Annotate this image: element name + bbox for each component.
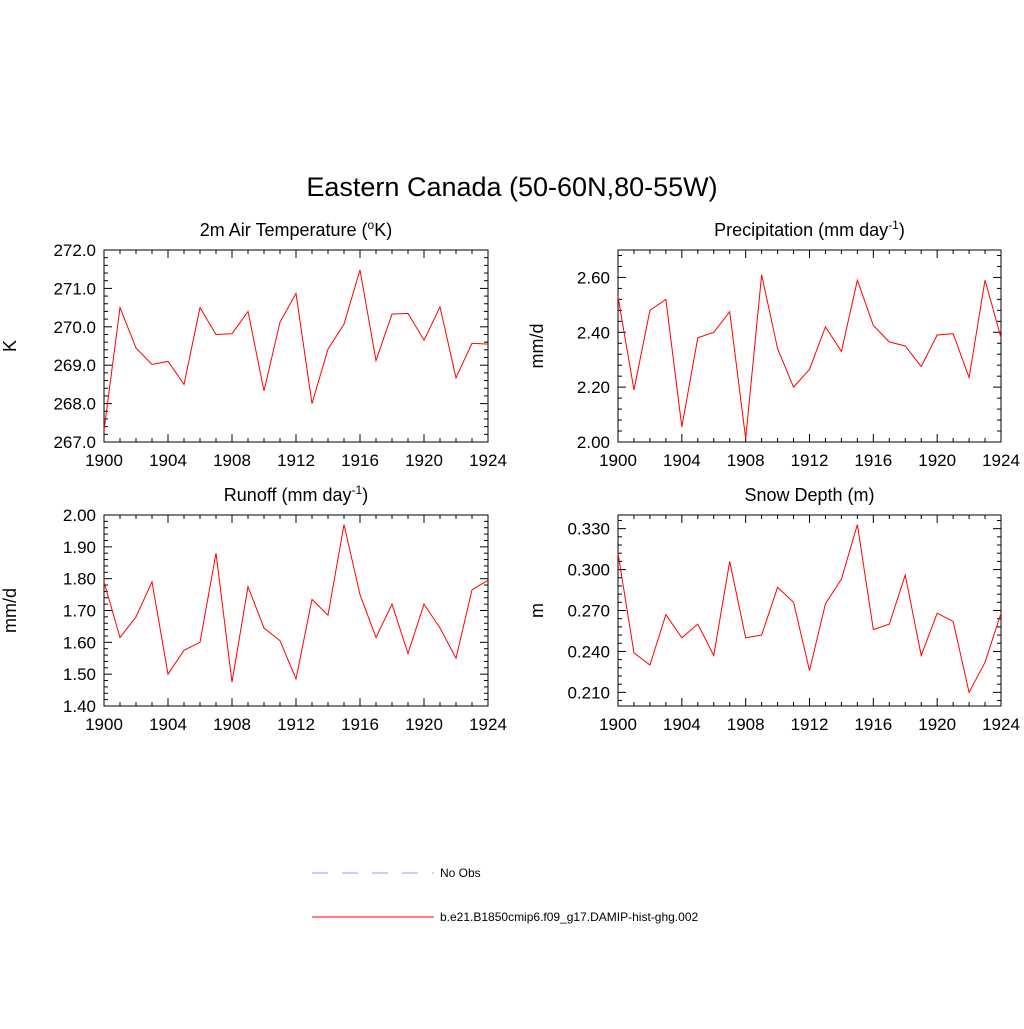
y-tick-label: 2.00 — [577, 433, 610, 452]
x-tick-label: 1900 — [599, 451, 637, 470]
x-tick-label: 1920 — [918, 451, 956, 470]
x-tick-label: 1920 — [918, 715, 956, 734]
figure-title: Eastern Canada (50-60N,80-55W) — [306, 172, 717, 202]
x-tick-label: 1900 — [85, 715, 123, 734]
x-tick-label: 1912 — [277, 451, 315, 470]
x-tick-label: 1904 — [663, 451, 701, 470]
legend-label: No Obs — [440, 866, 481, 880]
x-tick-label: 1924 — [469, 451, 507, 470]
chart-panels: 2m Air Temperature (oK) K 1900 1904 1908 1912… — [0, 218, 1020, 734]
panel-title-main: Snow Depth (m) — [744, 485, 874, 505]
plot-frame — [103, 249, 489, 443]
x-tick-label: 1920 — [405, 715, 443, 734]
series-line — [617, 524, 1002, 694]
y-tick-label: 1.70 — [63, 602, 96, 621]
series-line — [103, 269, 489, 431]
x-tick-label: 1904 — [149, 451, 187, 470]
y-axis-label: m — [527, 603, 547, 618]
series-line — [103, 524, 489, 683]
x-tick-label: 1916 — [854, 451, 892, 470]
legend-item: No Obs — [312, 866, 481, 880]
y-tick-label: 1.80 — [63, 570, 96, 589]
y-tick-label: 0.210 — [567, 683, 610, 702]
x-tick-label: 1904 — [663, 715, 701, 734]
legend-item: b.e21.B1850cmip6.f09_g17.DAMIP-hist-ghg.… — [312, 910, 698, 924]
legend-label: b.e21.B1850cmip6.f09_g17.DAMIP-hist-ghg.… — [440, 910, 698, 924]
plot-frame — [617, 514, 1002, 707]
y-tick-label: 0.300 — [567, 561, 610, 580]
panel-title-main: Runoff (mm day — [224, 485, 352, 505]
y-tick-label: 2.20 — [577, 378, 610, 397]
x-tick-label: 1900 — [85, 451, 123, 470]
x-tick-label: 1924 — [982, 451, 1020, 470]
x-tick-label: 1916 — [854, 715, 892, 734]
panel-temperature: 2m Air Temperature (oK) K 1900 1904 1908 1912… — [0, 218, 507, 470]
y-tick-label: 2.60 — [577, 268, 610, 287]
x-tick-label: 1916 — [341, 451, 379, 470]
x-tick-label: 1900 — [599, 715, 637, 734]
panel-title: Runoff (mm day-1) — [224, 483, 368, 505]
panel-title-superscript: o — [368, 218, 375, 232]
panel-runoff: Runoff (mm day-1) mm/d 1900 1904 1908 1912 191… — [0, 483, 507, 734]
y-tick-label: 272.0 — [53, 241, 96, 260]
y-tick-label: 269.0 — [53, 356, 96, 375]
y-axis-label: K — [0, 340, 20, 352]
panel-snow-depth: Snow Depth (m) m 1900 1904 1908 1912 1916 1920 1… — [527, 485, 1020, 734]
x-tick-label: 1908 — [213, 715, 251, 734]
y-tick-label: 1.90 — [63, 538, 96, 557]
x-tick-label: 1924 — [469, 715, 507, 734]
y-tick-label: 2.00 — [63, 506, 96, 525]
panel-title-tail: ) — [362, 485, 368, 505]
x-tick-label: 1916 — [341, 715, 379, 734]
y-tick-label: 270.0 — [53, 318, 96, 337]
y-tick-label: 1.40 — [63, 697, 96, 716]
y-tick-label: 1.50 — [63, 665, 96, 684]
x-tick-label: 1924 — [982, 715, 1020, 734]
x-tick-label: 1912 — [277, 715, 315, 734]
y-tick-label: 267.0 — [53, 433, 96, 452]
panel-title-tail: ) — [899, 220, 905, 240]
series-line — [617, 274, 1002, 439]
x-tick-label: 1912 — [791, 715, 829, 734]
panel-title-superscript: -1 — [888, 218, 899, 232]
x-tick-label: 1908 — [727, 451, 765, 470]
x-tick-label: 1912 — [791, 451, 829, 470]
panel-title: Precipitation (mm day-1) — [714, 218, 905, 240]
plot-frame — [617, 249, 1002, 443]
legend: No Obs b.e21.B1850cmip6.f09_g17.DAMIP-his… — [312, 866, 698, 924]
y-tick-label: 0.270 — [567, 602, 610, 621]
y-axis-label: mm/d — [527, 324, 547, 369]
panel-title: Snow Depth (m) — [744, 485, 874, 505]
panel-title-main: 2m Air Temperature ( — [200, 220, 368, 240]
y-axis-label: mm/d — [0, 588, 20, 633]
y-tick-label: 2.40 — [577, 323, 610, 342]
x-tick-label: 1908 — [213, 451, 251, 470]
x-tick-label: 1920 — [405, 451, 443, 470]
panel-title: 2m Air Temperature (oK) — [200, 218, 392, 240]
y-tick-label: 1.60 — [63, 633, 96, 652]
panel-precipitation: Precipitation (mm day-1) mm/d 1900 1904 1908… — [527, 218, 1020, 470]
panel-title-superscript: -1 — [352, 483, 363, 497]
x-tick-label: 1904 — [149, 715, 187, 734]
y-tick-label: 271.0 — [53, 279, 96, 298]
y-tick-label: 0.240 — [567, 642, 610, 661]
panel-title-tail: K) — [374, 220, 392, 240]
y-tick-label: 268.0 — [53, 395, 96, 414]
panel-title-main: Precipitation (mm day — [714, 220, 888, 240]
y-tick-label: 0.330 — [567, 520, 610, 539]
x-tick-label: 1908 — [727, 715, 765, 734]
